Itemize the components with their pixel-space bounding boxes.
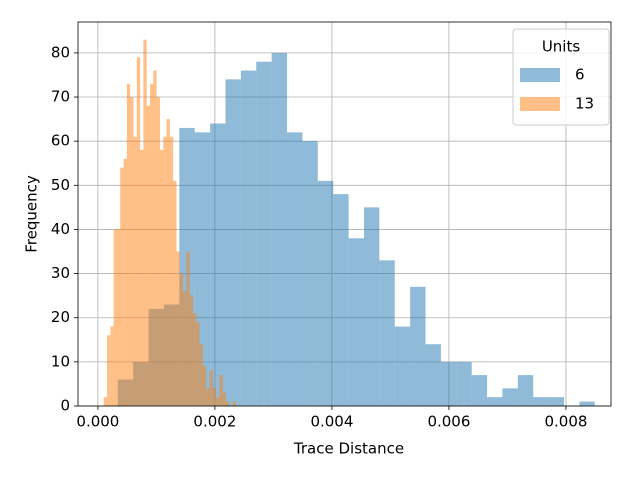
histogram-bar [425, 344, 441, 406]
histogram-bar [225, 79, 241, 407]
x-tick-label: 0.006 [427, 413, 470, 431]
histogram-bar [302, 141, 318, 406]
histogram-bar [533, 397, 549, 406]
histogram-bar [363, 207, 380, 406]
histogram-bar [471, 375, 488, 406]
histogram-bar [548, 397, 565, 406]
bars [103, 39, 595, 407]
y-tick-label: 70 [51, 88, 70, 106]
histogram-bar [166, 119, 170, 406]
histogram-bar [192, 313, 197, 406]
histogram-bar [212, 388, 217, 406]
legend-swatch [520, 97, 560, 111]
histogram-bar [394, 326, 411, 406]
histogram-bar [502, 388, 518, 406]
x-tick-label: 0.000 [76, 413, 119, 431]
histogram-bar [113, 229, 117, 406]
histogram-bar [116, 229, 121, 406]
histogram-bar [186, 251, 190, 406]
histogram-bar [317, 180, 334, 406]
histogram-bar [163, 136, 167, 407]
legend-label: 6 [575, 66, 585, 84]
histogram-bar [169, 136, 174, 407]
histogram-bar [110, 326, 114, 406]
histogram-bar [107, 335, 111, 406]
y-axis-label: Frequency [23, 175, 41, 253]
histogram-bar [333, 194, 349, 406]
x-tick-label: 0.008 [544, 413, 587, 431]
y-tick-label: 0 [60, 397, 70, 415]
histogram-bar [256, 61, 272, 407]
histogram-bar [150, 83, 154, 407]
histogram-bar [216, 397, 220, 406]
y-tick-label: 50 [51, 176, 70, 194]
histogram-bar [120, 167, 124, 406]
histogram-bar [153, 70, 157, 406]
histogram-bar [140, 150, 144, 406]
x-axis-label: Trace Distance [293, 440, 404, 458]
histogram-bar [136, 57, 141, 407]
histogram-bar [410, 286, 426, 406]
histogram-bar [189, 295, 193, 406]
histogram-bar [487, 397, 503, 406]
histogram-bar [209, 370, 213, 406]
histogram-bar [222, 392, 227, 406]
histogram-bar [159, 150, 164, 406]
histogram-bar [176, 251, 180, 406]
histogram-bar [103, 397, 108, 406]
histogram-bar [348, 238, 364, 406]
histogram-bar [240, 70, 257, 406]
histogram-bar [287, 132, 303, 406]
histogram-bar [579, 401, 595, 406]
histogram-bar [156, 97, 160, 406]
histogram-bar [206, 388, 210, 406]
histogram-bar [219, 375, 223, 406]
legend: Units 6 13 [512, 28, 610, 126]
histogram-bar [126, 83, 131, 407]
histogram-bar [210, 123, 226, 406]
histogram-bar [143, 39, 147, 406]
legend-swatch [520, 68, 560, 82]
histogram-bar [146, 105, 151, 407]
plot-frame [77, 21, 612, 407]
histogram-bar [173, 180, 177, 406]
histogram-bar [196, 322, 200, 406]
legend-title: Units [542, 38, 581, 56]
histogram-bar [379, 260, 395, 406]
histogram-bar [440, 361, 457, 406]
y-tick-label: 40 [51, 220, 70, 238]
histogram-bar [179, 273, 184, 406]
y-tick-label: 30 [51, 264, 70, 282]
ticks: 0.000 0.002 0.004 0.006 0.008 0 10 20 30 40 50 60 70… [51, 43, 588, 430]
histogram-bar [232, 401, 236, 406]
y-tick-label: 20 [51, 308, 70, 326]
histogram-bar [133, 136, 137, 407]
y-tick-label: 80 [51, 43, 70, 61]
histogram-bar [226, 401, 230, 406]
histogram-bar [183, 291, 187, 406]
x-tick-label: 0.002 [193, 413, 236, 431]
histogram-bar [199, 344, 203, 406]
x-tick-label: 0.004 [310, 413, 353, 431]
histogram-bar [123, 158, 127, 406]
histogram-bar [202, 366, 207, 406]
histogram-bar [130, 97, 134, 406]
histogram-bar [456, 361, 472, 406]
y-tick-label: 60 [51, 132, 70, 150]
histogram-bar [271, 52, 288, 407]
histogram-bar [517, 375, 534, 406]
y-tick-label: 10 [51, 352, 70, 370]
legend-label: 13 [575, 95, 594, 113]
